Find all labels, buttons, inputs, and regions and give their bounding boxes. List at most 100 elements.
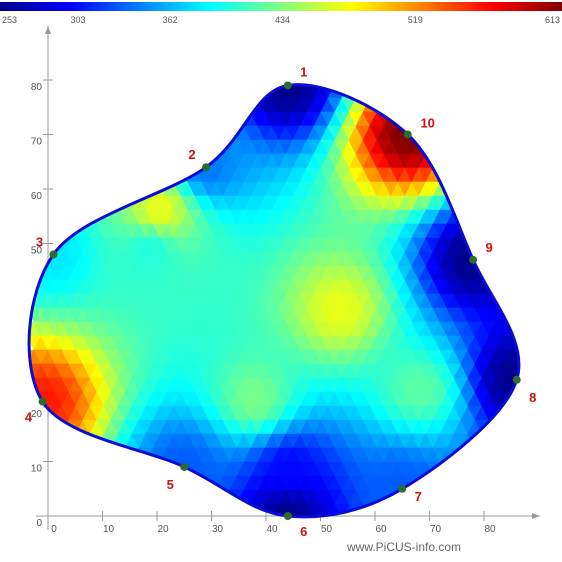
mesh-cell — [503, 518, 517, 532]
mesh-cell — [47, 475, 63, 491]
mesh-cell — [124, 111, 140, 127]
mesh-cell — [54, 489, 70, 505]
mesh-cell — [502, 489, 518, 505]
mesh-cell — [503, 532, 517, 546]
mesh-cell — [237, 518, 251, 532]
mesh-cell — [187, 111, 203, 127]
mesh-cell — [516, 461, 519, 477]
mesh-cell — [195, 70, 209, 84]
mesh-cell — [117, 475, 133, 491]
mesh-cell — [118, 532, 132, 546]
mesh-cell — [131, 84, 147, 99]
mesh-cell — [524, 238, 538, 252]
mesh-cell — [82, 167, 98, 183]
mesh-cell — [531, 210, 545, 224]
boundary-node — [469, 255, 478, 264]
mesh-cell — [538, 308, 552, 322]
mesh-cell — [208, 84, 224, 99]
mesh-cell — [516, 405, 519, 421]
mesh-cell — [467, 195, 483, 211]
mesh-cell — [131, 125, 147, 141]
mesh-cell — [474, 97, 490, 113]
mesh-cell — [68, 167, 84, 183]
mesh-cell — [531, 168, 545, 182]
mesh-cell — [47, 111, 63, 127]
mesh-cell — [29, 489, 35, 505]
mesh-cell — [110, 153, 126, 169]
mesh-cell — [82, 489, 98, 505]
mesh-cell — [61, 125, 77, 141]
mesh-cell — [117, 167, 133, 183]
mesh-cell — [516, 237, 519, 253]
mesh-cell — [83, 518, 97, 532]
mesh-cell — [61, 153, 77, 169]
mesh-cell — [47, 447, 63, 463]
mesh-cell — [103, 461, 119, 477]
mesh-cell — [516, 139, 519, 155]
mesh-cell — [243, 84, 259, 99]
mesh-cell — [166, 153, 182, 169]
mesh-cell — [68, 84, 84, 99]
mesh-cell — [502, 223, 518, 239]
mesh-cell — [194, 111, 210, 127]
mesh-cell — [286, 532, 300, 546]
mesh-cell — [460, 209, 476, 225]
mesh-cell — [531, 476, 545, 490]
mesh-cell — [96, 139, 112, 155]
mesh-cell — [153, 70, 167, 84]
mesh-cell — [194, 84, 210, 99]
y-tick-label: 80 — [31, 82, 43, 93]
mesh-cell — [159, 167, 175, 183]
mesh-cell — [110, 489, 126, 505]
mesh-cell — [363, 70, 377, 84]
mesh-cell — [223, 70, 237, 84]
mesh-cell — [509, 461, 519, 477]
mesh-cell — [61, 195, 77, 211]
y-tick-label: 0 — [36, 518, 42, 529]
mesh-cell — [265, 70, 279, 84]
mesh-cell — [516, 209, 519, 225]
mesh-cell — [524, 518, 538, 532]
mesh-cell — [474, 475, 490, 491]
mesh-cell — [481, 84, 497, 99]
mesh-cell — [131, 461, 147, 477]
mesh-cell — [180, 111, 196, 127]
mesh-cell — [503, 70, 517, 84]
mesh-cell — [33, 419, 49, 435]
mesh-cell — [509, 405, 519, 421]
mesh-cell — [131, 167, 147, 183]
mesh-cell — [516, 279, 519, 295]
mesh-cell — [103, 84, 119, 99]
mesh-cell — [251, 532, 265, 546]
mesh-cell — [411, 84, 427, 99]
mesh-cell — [369, 84, 385, 85]
mesh-cell — [397, 84, 413, 99]
mesh-cell — [152, 139, 168, 155]
mesh-cell — [510, 532, 524, 546]
mesh-cell — [516, 153, 519, 169]
mesh-cell — [349, 518, 363, 532]
mesh-cell — [461, 532, 475, 546]
mesh-cell — [488, 209, 504, 225]
mesh-cell — [61, 139, 77, 155]
mesh-cell — [502, 461, 518, 477]
mesh-cell — [75, 447, 91, 463]
boundary-node — [49, 250, 58, 259]
mesh-cell — [460, 475, 476, 491]
mesh-cell — [531, 70, 545, 84]
boundary-node — [283, 81, 292, 90]
y-axis-arrow — [45, 26, 51, 34]
mesh-cell — [495, 111, 511, 127]
mesh-cell — [187, 125, 203, 141]
mesh-cell — [61, 209, 77, 225]
mesh-cell — [341, 84, 357, 85]
mesh-cell — [68, 153, 84, 169]
mesh-cell — [117, 125, 133, 141]
mesh-cell — [509, 125, 519, 141]
mesh-cell — [495, 153, 511, 169]
mesh-cell — [68, 139, 84, 155]
mesh-cell — [516, 475, 519, 491]
mesh-cell — [201, 489, 217, 505]
mesh-cell — [166, 167, 182, 183]
